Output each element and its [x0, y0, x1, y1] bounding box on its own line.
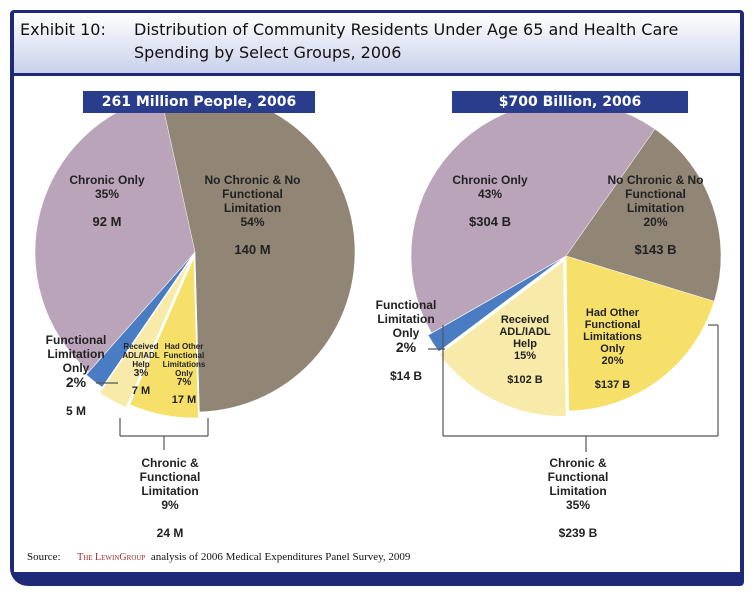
- pie-slice-1-1: [565, 255, 715, 412]
- label-functional-only-right: Functional Limitation Only 2% $14 B: [375, 298, 437, 383]
- title-line-2: Spending by Select Groups, 2006: [134, 43, 402, 62]
- label-functional-only-left: Functional Limitation Only 2% 5 M: [45, 333, 107, 418]
- pie-slice-1-3: [427, 257, 563, 352]
- label-had-other-right: Had Other Functional Limitations Only 20%…: [583, 307, 642, 391]
- label-received-help-right: Received ADL/IADL Help 15% $102 B: [499, 314, 551, 386]
- pie-slice-0-2: [99, 260, 191, 408]
- lewin-group-logo: The LewinGroup: [77, 552, 146, 563]
- right-pie-title: $700 Billion, 2006: [452, 91, 688, 113]
- title-line-1: Distribution of Community Residents Unde…: [134, 20, 679, 39]
- pie-slice-0-3: [85, 254, 193, 388]
- header: Exhibit 10: Distribution of Community Re…: [14, 13, 740, 73]
- label-no-chronic-left: No Chronic & No Functional Limitation 54%…: [204, 173, 301, 257]
- label-group-right: Chronic & Functional Limitation 35% $239 B: [547, 456, 609, 540]
- exhibit-number: Exhibit 10:: [20, 20, 106, 39]
- label-chronic-only-right: Chronic Only 43% $304 B: [452, 173, 528, 229]
- label-received-help-left: Received ADL/IADL Help 3% 7 M: [122, 342, 160, 397]
- label-had-other-left: Had Other Functional Limitations Only 7% 1…: [162, 342, 206, 406]
- label-group-left: Chronic & Functional Limitation 9% 24 M: [139, 456, 201, 540]
- left-pie-title: 261 Million People, 2006: [83, 91, 315, 113]
- pie-slice-1-2: [439, 260, 567, 417]
- label-no-chronic-right: No Chronic & No Functional Limitation 20%…: [607, 173, 704, 257]
- pie-slice-0-1: [129, 257, 199, 419]
- pie-slice-1-0: [565, 128, 722, 302]
- source-note: Source: The LewinGroup analysis of 2006 …: [27, 551, 411, 563]
- label-chronic-only-left: Chronic Only 35% 92 M: [69, 173, 145, 229]
